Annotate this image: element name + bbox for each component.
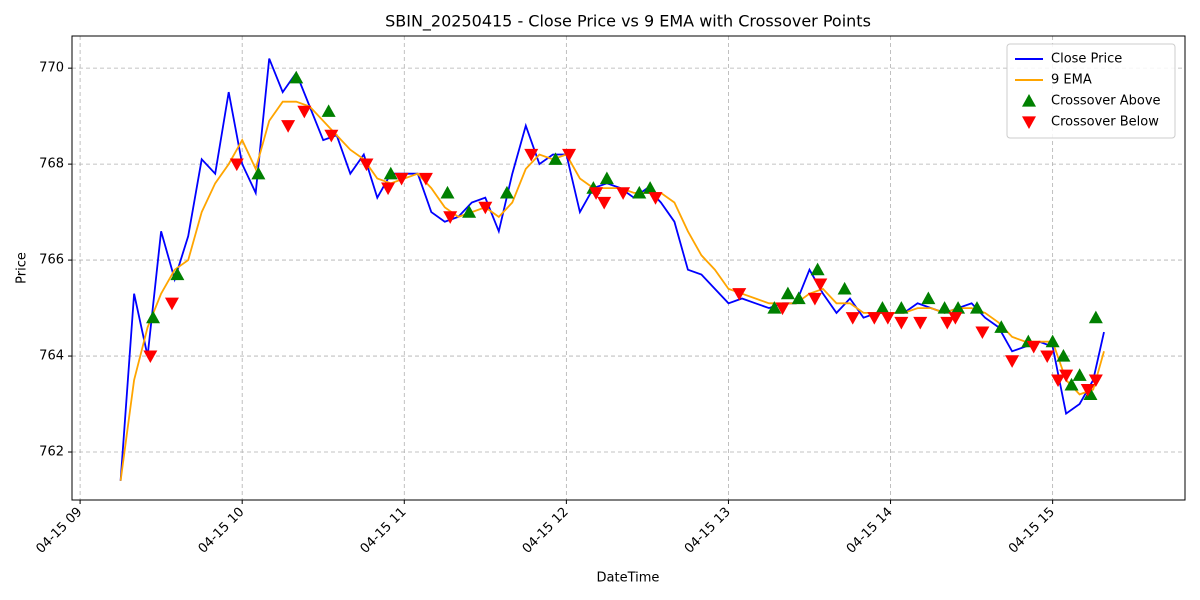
legend-label: Crossover Above [1051, 94, 1161, 109]
legend: Close Price 9 EMA Crossover Above Crossover… [1006, 43, 1176, 139]
crossover-marker [767, 301, 782, 314]
legend-box [1006, 43, 1176, 139]
crossover-marker [813, 278, 828, 292]
crossover-marker [394, 172, 409, 186]
crossover-marker [913, 316, 928, 330]
crossover-marker [599, 171, 614, 185]
crossover-marker [548, 152, 563, 165]
crossover-marker [775, 302, 790, 316]
legend-label: Crossover Below [1051, 115, 1159, 130]
crossover-marker [289, 70, 304, 84]
crossover-marker [1059, 369, 1074, 383]
crossover-marker [632, 185, 647, 199]
crossover-marker [837, 281, 852, 295]
crossover-marker [1083, 387, 1098, 401]
crossover-marker [359, 158, 374, 172]
crossover-marker [1040, 350, 1055, 364]
crossover-marker [732, 288, 747, 301]
y-tick-label: 766 [39, 253, 64, 268]
crossover-marker [780, 286, 795, 300]
crossover-marker [1064, 377, 1079, 391]
crossover-marker [1088, 374, 1103, 388]
x-tick-label: 04-15 09 [33, 505, 85, 557]
series-line [119, 100, 1105, 481]
crossover-marker [1045, 334, 1060, 348]
crossover-marker [1072, 368, 1087, 381]
y-axis-label: Price [15, 252, 30, 284]
y-tick-label: 768 [39, 157, 64, 172]
crossover-marker [1026, 340, 1041, 354]
y-tick-label: 762 [39, 445, 64, 460]
crossover-marker [940, 316, 955, 330]
crossover-marker [937, 301, 952, 314]
x-tick-label: 04-15 13 [682, 505, 734, 557]
crossover-marker [807, 292, 822, 306]
crossover-marker [1005, 355, 1020, 368]
y-tick-label: 770 [39, 61, 64, 76]
crossover-marker [791, 291, 806, 305]
crossover-marker [443, 211, 458, 224]
legend-label: Close Price [1051, 52, 1122, 67]
crossover-marker [383, 166, 398, 180]
crossover-marker [381, 182, 396, 196]
x-tick-label: 04-15 12 [520, 505, 572, 557]
crossover-marker [1056, 349, 1071, 362]
crossover-marker [524, 148, 539, 162]
x-tick-label: 04-15 10 [196, 505, 248, 557]
crossover-marker [894, 316, 909, 330]
crossover-marker [478, 201, 493, 215]
crossover-marker [1080, 384, 1095, 397]
crossover-marker [251, 166, 266, 180]
legend-label: 9 EMA [1051, 73, 1092, 88]
x-tick-label: 04-15 14 [844, 505, 896, 557]
crossover-marker [281, 120, 296, 133]
crossover-marker [146, 310, 161, 324]
crossover-marker [418, 172, 433, 186]
crossover-marker [969, 301, 984, 314]
crossover-marker [648, 192, 663, 205]
crossover-marker [951, 301, 966, 314]
crossover-marker [321, 104, 336, 117]
crossover-marker [845, 312, 860, 325]
crossover-marker [616, 187, 631, 200]
x-tick-label: 04-15 15 [1006, 505, 1058, 557]
crossover-marker [994, 320, 1009, 333]
crossover-marker [1088, 310, 1103, 324]
crossover-marker [324, 129, 339, 143]
x-axis-label: DateTime [597, 571, 660, 586]
plot-frame [71, 35, 1186, 501]
crossover-marker [948, 312, 963, 325]
crossover-marker [1051, 374, 1066, 388]
crossover-marker [894, 301, 909, 314]
crossover-marker [499, 185, 514, 199]
legend-swatch [1022, 116, 1036, 129]
crossover-marker [170, 267, 185, 281]
x-tick-label: 04-15 11 [358, 505, 410, 557]
crossover-marker [229, 158, 244, 172]
crossover-marker [440, 185, 455, 199]
crossover-marker [875, 301, 890, 314]
crossover-marker [867, 312, 882, 325]
crossover-marker [562, 148, 577, 162]
crossover-marker [589, 187, 604, 200]
y-tick-label: 764 [39, 349, 64, 364]
legend-swatch [1022, 94, 1036, 107]
crossover-marker [164, 297, 179, 311]
crossover-marker [643, 181, 658, 194]
crossover-marker [143, 350, 158, 364]
crossover-marker [597, 196, 612, 210]
crossover-marker [297, 105, 312, 119]
crossover-marker [880, 312, 895, 325]
crossover-marker [810, 262, 825, 276]
chart-title: SBIN_20250415 - Close Price vs 9 EMA wit… [385, 12, 871, 32]
crossover-marker [975, 326, 990, 340]
crossover-marker [921, 291, 936, 305]
crossover-marker [462, 205, 477, 218]
